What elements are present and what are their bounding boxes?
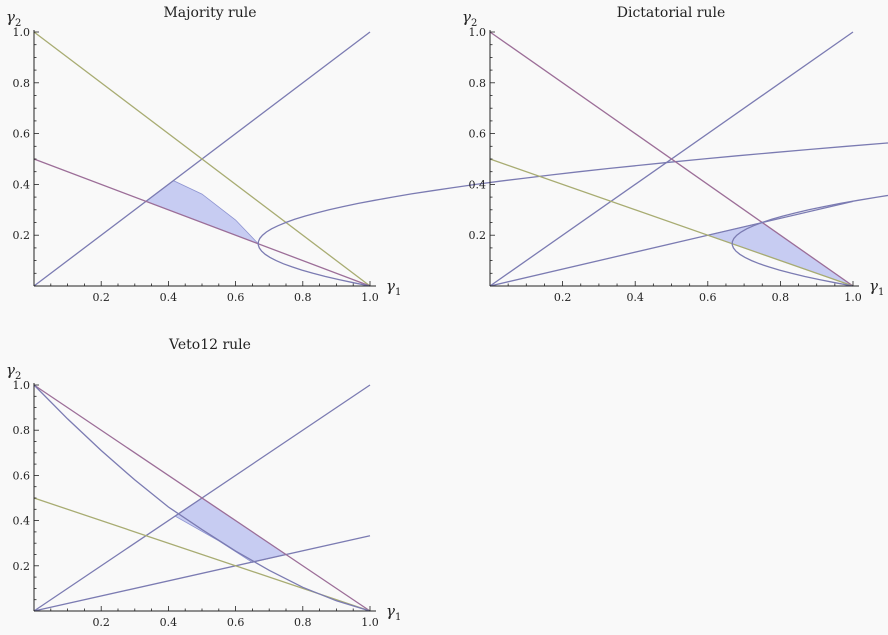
x-tick-label: 0.8 [294, 291, 312, 304]
x-tick-label: 1.0 [361, 291, 379, 304]
y-tick-label: 0.6 [13, 469, 31, 482]
y-tick-label: 0.2 [469, 229, 487, 242]
series-line-4 [257, 142, 888, 287]
x-tick-label: 0.4 [626, 291, 644, 304]
chart-panel-3: Veto12 rule 0.2 0.4 0.6 0.8 1.0 0.2 0.4 0.6 0.8 1.… [6, 337, 401, 629]
y-axis-label: γ2 [6, 8, 21, 29]
x-axis-symbol: γ [386, 602, 395, 620]
y-axis-subscript: 2 [15, 18, 21, 29]
chart-title: Dictatorial rule [617, 5, 726, 21]
series-line-3 [489, 31, 854, 287]
x-axis-subscript: 1 [395, 612, 401, 623]
series-line-5 [731, 194, 888, 287]
x-axis-symbol: γ [869, 277, 878, 295]
series-line-2 [33, 535, 371, 612]
y-tick-label: 0.4 [13, 515, 31, 528]
x-axis-label: γ1 [386, 277, 401, 298]
x-tick-label: 0.2 [92, 616, 110, 629]
x-tick-label: 0.6 [227, 291, 245, 304]
y-tick-label: 0.2 [13, 229, 31, 242]
x-tick-label: 0.4 [160, 616, 178, 629]
series-line-5 [33, 384, 371, 612]
x-axis-symbol: γ [386, 277, 395, 295]
x-tick-label: 0.2 [554, 291, 572, 304]
x-axis-label: γ1 [869, 277, 884, 298]
x-axis-label: γ1 [386, 602, 401, 623]
x-tick-label: 0.8 [294, 616, 312, 629]
y-axis-subscript: 2 [471, 18, 477, 29]
series-line-2 [489, 200, 854, 287]
shaded-region [706, 222, 854, 287]
y-tick-label: 0.2 [13, 560, 31, 573]
y-tick-label: 1.0 [13, 379, 31, 392]
y-tick-label: 1.0 [13, 26, 31, 39]
y-tick-label: 0.6 [13, 128, 31, 141]
series-line-3 [33, 384, 371, 612]
x-tick-label: 0.6 [227, 616, 245, 629]
x-tick-label: 0.2 [92, 291, 110, 304]
x-tick-label: 0.4 [160, 291, 178, 304]
chart-panel-1: Majority rule 0.2 0.4 0.6 0.8 1.0 0.2 0.4 0.6 0.8… [6, 5, 888, 304]
chart-title: Majority rule [163, 5, 256, 21]
chart-panel-2: Dictatorial rule 0.2 0.4 0.6 0.8 1.0 0.2 0.4 0.6… [462, 5, 888, 304]
x-axis-subscript: 1 [878, 287, 884, 298]
x-axis-subscript: 1 [395, 287, 401, 298]
shaded-region [145, 180, 259, 244]
chart-title: Veto12 rule [168, 337, 251, 353]
y-axis-symbol: γ [462, 8, 471, 26]
y-tick-label: 1.0 [469, 26, 487, 39]
x-tick-label: 0.6 [699, 291, 717, 304]
series-line-3 [33, 158, 371, 287]
y-tick-label: 0.4 [469, 178, 487, 191]
y-axis-label: γ2 [6, 361, 21, 382]
series-line-4 [489, 158, 854, 287]
y-tick-label: 0.6 [469, 128, 487, 141]
y-axis-symbol: γ [6, 361, 15, 379]
y-tick-label: 0.4 [13, 178, 31, 191]
y-axis-symbol: γ [6, 8, 15, 26]
series-line-2 [33, 31, 371, 287]
x-tick-label: 1.0 [361, 616, 379, 629]
y-axis-subscript: 2 [15, 371, 21, 382]
y-tick-label: 0.8 [469, 77, 487, 90]
x-tick-label: 0.8 [772, 291, 790, 304]
y-tick-label: 0.8 [13, 424, 31, 437]
shaded-region [174, 497, 287, 563]
x-tick-label: 1.0 [844, 291, 862, 304]
y-tick-label: 0.8 [13, 77, 31, 90]
y-axis-label: γ2 [462, 8, 477, 29]
